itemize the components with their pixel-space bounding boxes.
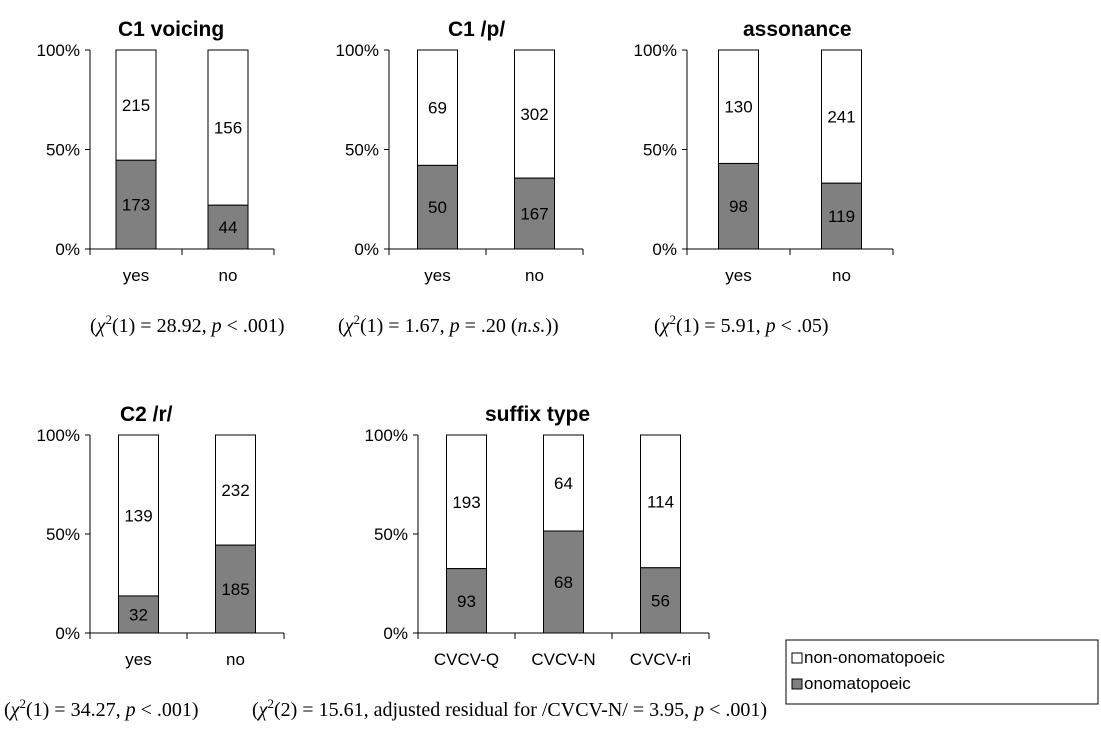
x-tick-label-no: no [832,266,851,285]
bar-segment-onomatopoeic-cvcv-q [446,568,487,634]
bar-segment-onomatopoeic-cvcv-ri [640,567,681,634]
x-tick-label-yes: yes [424,266,450,285]
chart-panel-c1-voicing: C1 voicing 0% 50% 100% 215 173 yes 156 44 no [37,18,275,285]
data-label-non-onomatopoeic: 130 [724,98,752,117]
bar-segment-onomatopoeic-yes [118,595,159,634]
data-label-onomatopoeic: 68 [554,573,573,592]
data-label-non-onomatopoeic: 193 [452,493,480,512]
y-tick-label: 50% [374,525,408,544]
stat-caption-suffix-type: (χ2(2) = 15.61, adjusted residual for /C… [252,696,767,721]
data-label-onomatopoeic: 185 [221,580,249,599]
y-tick-label: 0% [55,240,80,259]
y-tick-label: 100% [336,41,379,60]
data-label-onomatopoeic: 93 [457,592,476,611]
data-label-onomatopoeic: 32 [129,605,148,624]
data-label-non-onomatopoeic: 302 [520,105,548,124]
legend-swatch-onomatopoeic [791,678,803,690]
x-tick-label-cvcv-ri: CVCV-ri [630,650,691,669]
data-label-onomatopoeic: 173 [122,196,150,215]
bar-segment-non-onomatopoeic-cvcv-q [446,434,487,570]
data-label-non-onomatopoeic: 156 [214,119,242,138]
chart-panel-c1-p: C1 /p/0% 50% 100% 69 50 yes 302 167 no [336,18,584,285]
y-tick-label: 0% [354,240,379,259]
y-tick-label: 50% [643,141,677,160]
x-tick-label-yes: yes [125,650,151,669]
x-tick-label-no: no [226,650,245,669]
data-label-non-onomatopoeic: 64 [554,474,573,493]
y-tick-label: 50% [345,141,379,160]
x-tick-label-no: no [219,266,238,285]
y-tick-label: 100% [634,41,677,60]
bar-segment-non-onomatopoeic-no [215,434,256,546]
bar-segment-non-onomatopoeic-cvcv-n [543,434,584,532]
bar-segment-non-onomatopoeic-no [207,49,249,206]
y-tick-label: 0% [652,240,677,259]
stat-caption-assonance: (χ2(1) = 5.91, p < .05) [654,312,829,337]
bar-segment-onomatopoeic-no [514,177,555,250]
data-label-onomatopoeic: 56 [651,591,670,610]
y-tick-label: 50% [46,141,80,160]
y-tick-label: 0% [383,624,408,643]
chart-title: assonance [743,18,852,41]
data-label-non-onomatopoeic: 241 [827,108,855,127]
data-label-non-onomatopoeic: 139 [124,506,152,525]
bar-segment-onomatopoeic-yes [115,159,157,250]
bar-segment-onomatopoeic-no [215,544,256,634]
bar-segment-non-onomatopoeic-yes [718,49,759,164]
chart-title: suffix type [485,403,590,426]
data-label-non-onomatopoeic: 114 [647,492,674,511]
bar-segment-onomatopoeic-cvcv-n [543,530,584,634]
x-tick-label-yes: yes [725,266,751,285]
y-tick-label: 100% [37,41,80,60]
legend-label-onomatopoeic: onomatopoeic [804,674,911,693]
bar-segment-non-onomatopoeic-yes [118,434,159,597]
y-tick-label: 0% [55,624,80,643]
bar-segment-onomatopoeic-yes [417,164,458,250]
chart-panel-assonance: assonance 0% 50% 100% 130 98 yes 241 119 no [634,18,894,285]
data-label-onomatopoeic: 98 [729,197,748,216]
x-tick-label-cvcv-q: CVCV-Q [434,650,499,669]
bar-segment-onomatopoeic-no [207,204,249,250]
stat-caption-c1-voicing: (χ2(1) = 28.92, p < .001) [90,312,285,337]
legend-swatch-non-onomatopoeic [791,652,803,664]
stat-caption-c1-p: (χ2(1) = 1.67, p = .20 (n.s.)) [338,312,559,337]
chart-title: C1 /p/ [448,18,505,41]
bar-segment-onomatopoeic-no [821,182,862,250]
chart-panel-suffix-type: suffix type 0% 50% 100% 193 93 CVCV-Q 64 68 CVCV-… [365,403,710,669]
data-label-non-onomatopoeic: 215 [122,96,150,115]
chart-title: C1 voicing [118,18,224,41]
x-tick-label-cvcv-n: CVCV-N [531,650,595,669]
bar-segment-non-onomatopoeic-yes [417,49,458,166]
y-tick-label: 100% [365,426,408,445]
x-tick-label-yes: yes [123,266,149,285]
x-tick-label-no: no [525,266,544,285]
legend-box [785,639,1099,705]
y-tick-label: 50% [46,525,80,544]
bar-segment-onomatopoeic-yes [718,162,759,250]
chart-title: C2 /r/ [120,403,173,426]
data-label-onomatopoeic: 50 [428,198,447,217]
data-label-non-onomatopoeic: 69 [428,99,447,118]
chart-panel-c2-r: C2 /r/0% 50% 100% 139 32 yes 232 185 no [37,403,285,669]
legend: non-onomatopoeic onomatopoeic [785,639,1099,705]
legend-label-non-onomatopoeic: non-onomatopoeic [804,648,945,667]
data-label-onomatopoeic: 119 [828,207,855,226]
y-tick-label: 100% [37,426,80,445]
bar-segment-non-onomatopoeic-cvcv-ri [640,434,681,569]
data-label-onomatopoeic: 167 [520,205,548,224]
data-label-non-onomatopoeic: 232 [221,481,249,500]
bar-segment-non-onomatopoeic-no [821,49,862,184]
stat-caption-c2-r: (χ2(1) = 34.27, p < .001) [4,696,199,721]
data-label-onomatopoeic: 44 [219,218,238,237]
